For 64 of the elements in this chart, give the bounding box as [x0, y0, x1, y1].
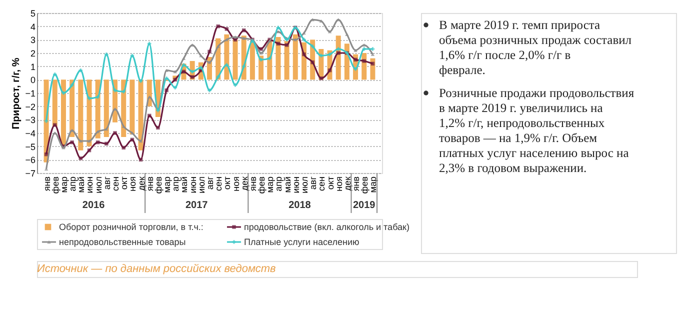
y-tick-label: −6 — [25, 155, 36, 166]
y-tick-label: 4 — [30, 22, 36, 32]
x-tick-label: окт — [119, 176, 130, 190]
text: Розничные продажи продовольствия в марте 2019 г. увеличились на 1,2% г/г, непродовольственных товаров — на 1,9% г/г. Объем платных услуг населению вырос на 2,3% в годовом выражении. — [439, 86, 634, 175]
x-tick-label: май — [179, 176, 190, 193]
x-tick-label: ноя — [128, 176, 138, 192]
x-tick-label: янв — [351, 176, 362, 192]
x-tick-label: сен — [316, 176, 327, 191]
text: 2018 — [288, 200, 312, 211]
x-tick-label: июл — [93, 176, 104, 194]
y-tick-label: −4 — [25, 128, 36, 138]
x-tick-label: мар — [265, 176, 276, 193]
y-tick-label: 0 — [30, 75, 36, 86]
x-tick-label: окт — [325, 176, 336, 190]
legend-label: продовольствие (вкл. алкоголь и табак) — [244, 222, 410, 232]
y-tick-label: −7 — [25, 168, 36, 178]
x-tick-label: дек — [342, 176, 352, 191]
y-tick-label: −3 — [25, 115, 36, 126]
x-tick-label: июн — [188, 176, 198, 194]
y-tick-label: −5 — [25, 142, 36, 152]
x-tick-label: май — [282, 176, 292, 193]
x-tick-label: апр — [68, 176, 78, 192]
x-tick-label: янв — [144, 176, 155, 192]
text: В марте 2019 г. темп прироста объема розничных продаж составил 1,6% г/г после 2,0% г/г в феврале. — [439, 18, 632, 77]
x-tick-label: авг — [308, 176, 318, 190]
text: 2017 — [185, 200, 208, 211]
x-tick-label: окт — [222, 176, 232, 190]
legend-label: Платные услуги населению — [244, 237, 360, 247]
x-tick-label: сен — [214, 176, 224, 191]
x-tick-label: мар — [368, 176, 378, 193]
x-tick-label: мар — [58, 176, 69, 193]
x-tick-label: фев — [256, 176, 267, 194]
x-tick-label: авг — [102, 176, 112, 190]
y-tick-label: 1 — [30, 62, 36, 72]
x-tick-label: ноя — [334, 176, 344, 192]
text: 2016 — [82, 200, 106, 211]
x-tick-label: дек — [239, 176, 250, 191]
x-tick-label: авг — [205, 176, 215, 190]
x-tick-label: май — [76, 176, 86, 193]
x-tick-label: фев — [360, 176, 370, 194]
y-tick-label: 2 — [30, 48, 36, 58]
y-tick-label: 5 — [30, 8, 36, 18]
x-tick-label: мар — [162, 176, 172, 193]
legend-label: Оборот розничной торговли, в т.ч.: — [59, 222, 204, 232]
x-tick-label: июл — [196, 176, 206, 194]
x-tick-label: дек — [136, 176, 146, 191]
x-tick-label: фев — [50, 176, 60, 194]
x-tick-label: июн — [84, 176, 95, 194]
x-tick-label: ноя — [230, 176, 241, 192]
x-tick-label: апр — [274, 176, 284, 192]
x-tick-label: янв — [248, 176, 258, 192]
y-tick-label: −2 — [25, 102, 36, 112]
y-tick-label: −1 — [25, 88, 36, 98]
x-tick-label: сен — [110, 176, 121, 191]
text: Источник — по данным российских ведомств — [37, 263, 276, 275]
x-tick-label: янв — [42, 176, 52, 192]
x-tick-label: июл — [299, 176, 310, 194]
x-tick-label: фев — [153, 176, 164, 194]
text: 2019 — [352, 200, 376, 211]
x-tick-label: июн — [290, 176, 301, 194]
x-tick-label: апр — [170, 176, 181, 192]
y-axis-title: Прирост, г/г, % — [11, 58, 22, 130]
y-tick-label: 3 — [30, 35, 36, 46]
legend-label: непродовольственные товары — [59, 237, 186, 247]
